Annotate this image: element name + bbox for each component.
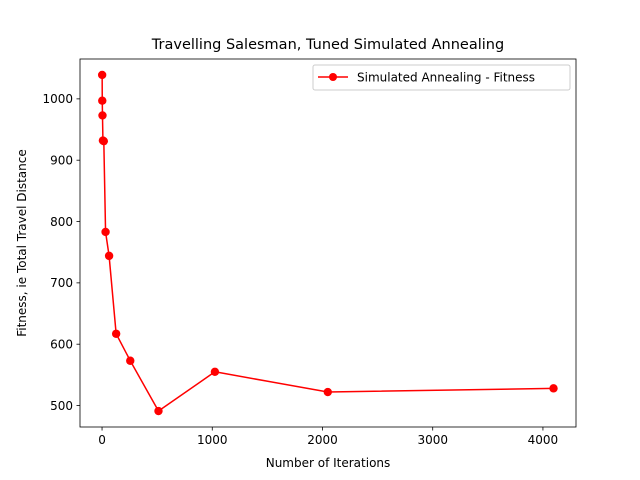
data-point (154, 406, 163, 416)
data-point (111, 329, 121, 338)
y-tick-label: 600 (50, 338, 73, 352)
data-point (104, 251, 114, 261)
y-tick-label: 700 (50, 276, 73, 290)
x-axis: 0 1000 2000 3000 4000 (98, 427, 558, 447)
data-point (210, 367, 220, 376)
y-tick-label: 1000 (42, 92, 73, 106)
data-point (323, 387, 332, 397)
x-tick-label: 3000 (417, 433, 448, 447)
x-tick-label: 2000 (307, 433, 338, 447)
x-tick-label: 0 (98, 433, 106, 447)
legend-label: Simulated Annealing - Fitness (357, 71, 535, 85)
y-tick-label: 800 (50, 215, 73, 229)
plot-area (97, 70, 558, 416)
y-tick-label: 500 (50, 399, 73, 413)
x-tick-label: 4000 (528, 433, 559, 447)
data-point (126, 356, 135, 365)
x-tick-label: 1000 (197, 433, 228, 447)
x-axis-title: Number of Iterations (266, 456, 391, 470)
legend-marker-swatch (329, 73, 337, 81)
y-axis: 500 600 700 800 900 1000 (42, 92, 80, 413)
data-point (97, 70, 107, 80)
data-point (98, 111, 107, 120)
legend: Simulated Annealing - Fitness (312, 64, 571, 91)
data-point (98, 96, 107, 105)
series-points (97, 70, 558, 416)
axes-frame (79, 58, 577, 428)
chart-title: Travelling Salesman, Tuned Simulated Ann… (151, 37, 504, 53)
y-tick-label: 900 (50, 154, 73, 168)
data-point (99, 136, 109, 146)
legend-box (312, 64, 571, 91)
data-point (101, 227, 110, 237)
y-axis-title: Fitness, ie Total Travel Distance (15, 149, 29, 337)
data-point (549, 384, 558, 393)
